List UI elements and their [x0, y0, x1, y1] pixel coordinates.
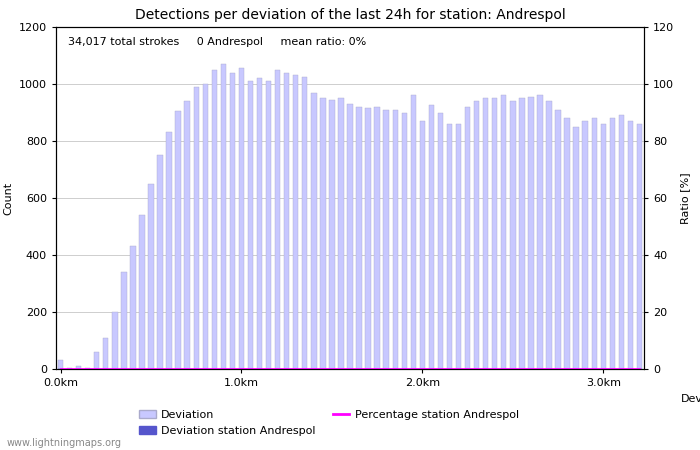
Bar [546, 101, 552, 369]
Y-axis label: Count: Count [4, 181, 13, 215]
Text: Deviations: Deviations [681, 394, 700, 404]
Bar [384, 110, 389, 369]
Bar [103, 338, 108, 369]
Bar [564, 118, 570, 369]
Bar [148, 184, 154, 369]
Bar [456, 124, 461, 369]
Bar [176, 111, 181, 369]
Bar [130, 247, 136, 369]
Bar [374, 107, 380, 369]
Bar [474, 101, 480, 369]
Bar [85, 368, 90, 369]
Bar [519, 98, 524, 369]
Bar [347, 104, 353, 369]
Bar [329, 99, 335, 369]
Bar [158, 155, 162, 369]
Bar [411, 95, 416, 369]
Bar [592, 118, 597, 369]
Bar [302, 77, 307, 369]
Bar [239, 68, 244, 369]
Bar [510, 101, 515, 369]
Y-axis label: Ratio [%]: Ratio [%] [680, 172, 689, 224]
Bar [139, 215, 145, 369]
Bar [185, 101, 190, 369]
Text: 34,017 total strokes     0 Andrespol     mean ratio: 0%: 34,017 total strokes 0 Andrespol mean ra… [68, 37, 366, 47]
Bar [320, 98, 326, 369]
Bar [76, 366, 81, 369]
Bar [538, 95, 542, 369]
Legend: Deviation, Deviation station Andrespol, Percentage station Andrespol: Deviation, Deviation station Andrespol, … [134, 405, 524, 440]
Bar [582, 121, 588, 369]
Bar [266, 81, 272, 369]
Bar [637, 124, 642, 369]
Bar [365, 108, 371, 369]
Bar [492, 98, 498, 369]
Bar [257, 78, 262, 369]
Bar [555, 110, 561, 369]
Bar [610, 118, 615, 369]
Bar [465, 107, 470, 369]
Bar [58, 360, 63, 369]
Bar [67, 368, 72, 369]
Bar [230, 72, 235, 369]
Bar [483, 98, 489, 369]
Bar [167, 132, 172, 369]
Bar [293, 76, 298, 369]
Bar [338, 98, 344, 369]
Bar [438, 112, 443, 369]
Bar [573, 127, 579, 369]
Bar [248, 81, 253, 369]
Bar [356, 107, 362, 369]
Bar [628, 121, 633, 369]
Bar [193, 87, 199, 369]
Bar [501, 95, 507, 369]
Bar [447, 124, 452, 369]
Bar [601, 124, 606, 369]
Bar [619, 115, 624, 369]
Bar [311, 93, 316, 369]
Title: Detections per deviation of the last 24h for station: Andrespol: Detections per deviation of the last 24h… [134, 8, 566, 22]
Bar [275, 70, 280, 369]
Bar [121, 272, 127, 369]
Bar [202, 84, 208, 369]
Bar [112, 312, 118, 369]
Bar [528, 97, 533, 369]
Bar [211, 70, 217, 369]
Bar [420, 121, 425, 369]
Bar [428, 105, 434, 369]
Bar [402, 112, 407, 369]
Text: www.lightningmaps.org: www.lightningmaps.org [7, 438, 122, 448]
Bar [94, 352, 99, 369]
Bar [284, 72, 289, 369]
Bar [220, 64, 226, 369]
Bar [393, 110, 398, 369]
